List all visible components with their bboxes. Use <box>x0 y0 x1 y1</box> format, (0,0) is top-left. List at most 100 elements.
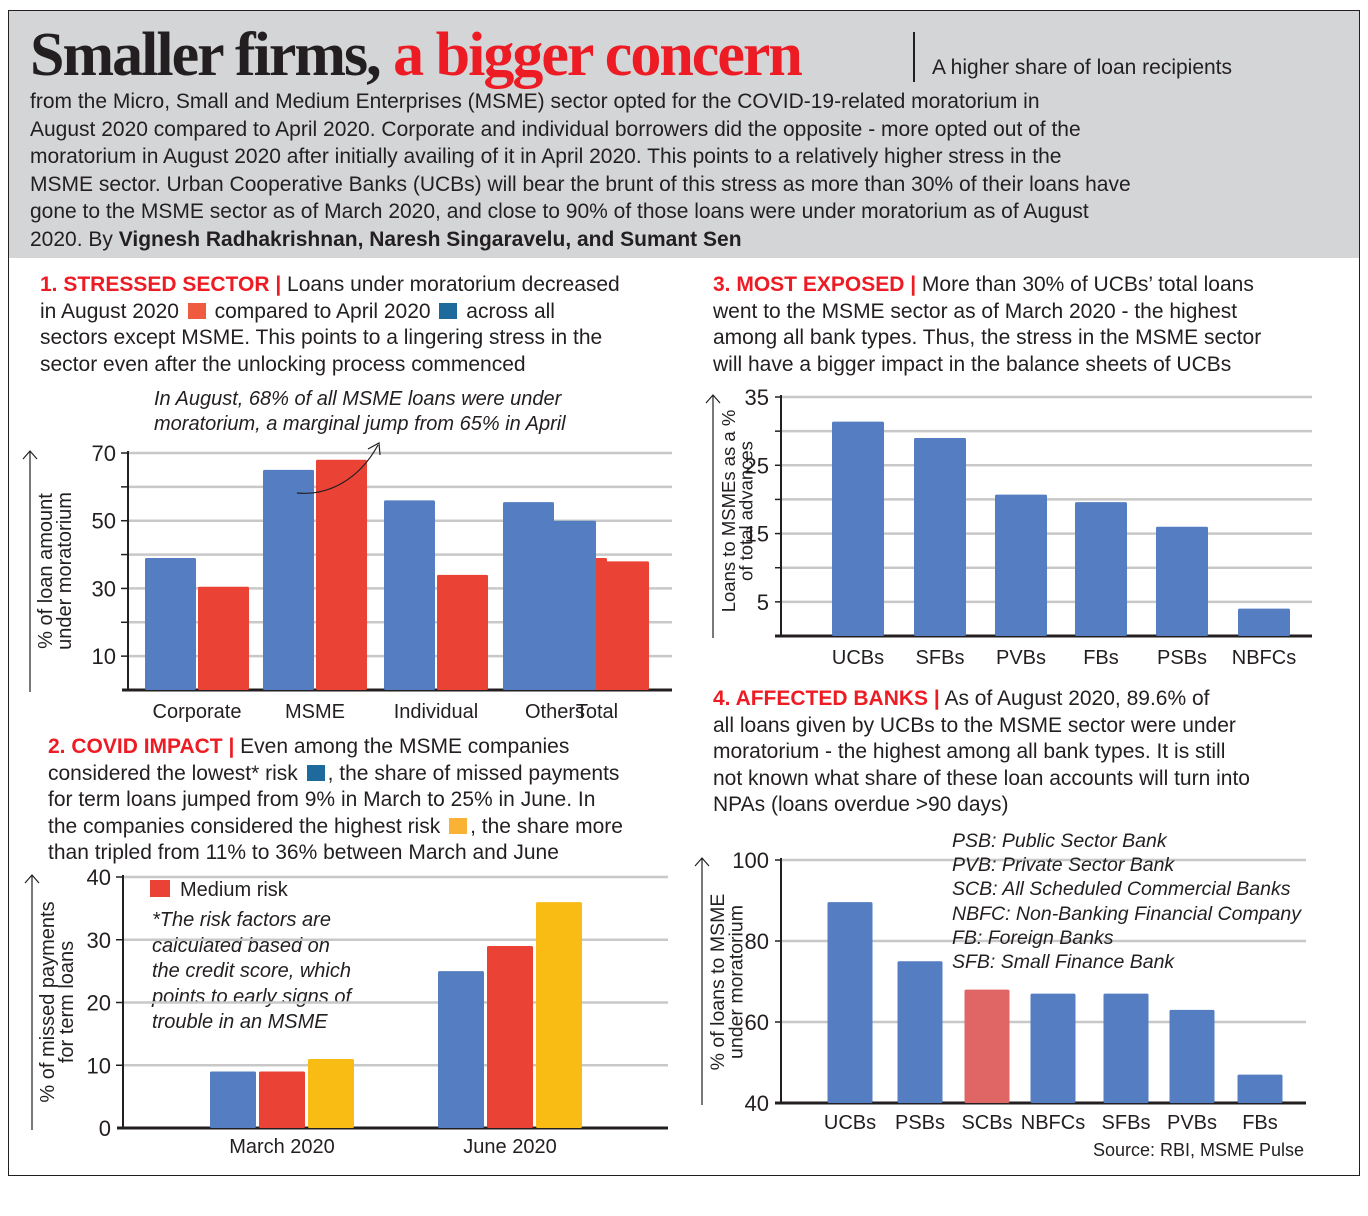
section2-text: , the share more <box>470 814 623 838</box>
intro-line: August 2020 compared to April 2020. Corp… <box>30 117 1081 141</box>
stressed-sector-y-axis-label: under moratorium <box>54 492 76 650</box>
most-exposed-bar-ucbs-loans-to-msmes-as-a-of-total-advances <box>832 421 884 636</box>
glossary-item: PVB: Private Sector Bank <box>952 854 1175 877</box>
stressed-sector-bar-others-april-2020 <box>503 502 554 690</box>
annotation-arrow-icon <box>296 444 379 494</box>
covid-impact-bar-june-2020-medium-risk <box>487 946 533 1128</box>
affected-banks-y-tick-label: 100 <box>732 848 769 873</box>
covid-impact-bar-june-2020-lowest-risk <box>438 971 484 1128</box>
section4-text: As of August 2020, 89.6% of <box>939 687 1210 710</box>
section4-text: all loans given by UCBs to the MSME sect… <box>713 713 1236 737</box>
affected-banks-bar-scbs--of-loans-to-msme-under-moratorium <box>964 989 1010 1103</box>
affected-banks-y-axis-label: under moratorium <box>726 905 748 1059</box>
section2-text: , the share of missed payments <box>327 761 620 785</box>
intro-text: from the Micro, Small and Medium Enterpr… <box>30 88 1340 253</box>
covid-impact-bar-june-2020-highest-risk <box>536 902 582 1128</box>
stressed-sector-bar-msme-april-2020 <box>263 469 314 690</box>
section4-text: not known what share of these loan accou… <box>713 766 1250 790</box>
byline-authors: Vignesh Radhakrishnan, Naresh Singaravel… <box>118 227 742 251</box>
most-exposed-y-tick-label: 35 <box>745 385 769 410</box>
most-exposed-bar-psbs-loans-to-msmes-as-a-of-total-advances <box>1156 526 1208 636</box>
glossary-item: SCB: All Scheduled Commercial Banks <box>952 878 1291 901</box>
annotation-line: In August, 68% of all MSME loans were un… <box>154 388 562 410</box>
affected-banks-bar-psbs--of-loans-to-msme-under-moratorium <box>897 961 943 1103</box>
section1-heading: 1. STRESSED SECTOR | Loans under morator… <box>40 272 620 378</box>
most-exposed-y-arrowhead-icon <box>705 394 721 404</box>
section3-text: went to the MSME sector as of March 2020… <box>713 299 1238 323</box>
legend-swatch-august <box>187 302 206 319</box>
stressed-sector-y-tick-label: 70 <box>92 441 116 466</box>
most-exposed-x-tick-label: NBFCs <box>1232 647 1296 669</box>
section2-text: considered the lowest* risk <box>48 761 304 785</box>
title-divider <box>913 32 915 82</box>
covid-impact-y-tick-label: 30 <box>87 928 111 953</box>
affected-banks-bar-sfbs--of-loans-to-msme-under-moratorium <box>1103 993 1149 1103</box>
covid-impact-y-axis-label: % of missed payments <box>37 901 59 1102</box>
affected-banks-x-tick-label: SCBs <box>961 1112 1012 1134</box>
title-black: Smaller firms, <box>30 21 382 89</box>
section2-text: Even among the MSME companies <box>234 735 570 758</box>
section3-heading: 3. MOST EXPOSED | More than 30% of UCBs’… <box>713 272 1261 378</box>
covid-impact-y-tick-label: 0 <box>99 1116 111 1141</box>
stressed-sector-bar-corporate-april-2020 <box>145 557 196 690</box>
footnote-line: *The risk factors are <box>152 909 331 931</box>
affected-banks-bar-pvbs--of-loans-to-msme-under-moratorium <box>1169 1009 1215 1103</box>
section1-text: compared to April 2020 <box>208 299 437 323</box>
intro-line: gone to the MSME sector as of March 2020… <box>30 200 1089 223</box>
section3-text: among all bank types. Thus, the stress i… <box>713 326 1262 349</box>
section1-text: in August 2020 <box>40 299 185 323</box>
most-exposed-y-tick-label: 5 <box>757 590 769 615</box>
most-exposed-y-axis-label: Loans to MSMEs as a % <box>718 410 739 613</box>
stressed-sector-bar-individual-august-2020 <box>437 574 488 690</box>
intro-line: moratorium in August 2020 after initiall… <box>30 145 1062 168</box>
stressed-sector-x-tick-label: Individual <box>394 701 479 723</box>
affected-banks-y-arrowhead-icon <box>694 857 710 867</box>
byline-prefix: 2020. By <box>30 227 119 251</box>
byline: 2020. By Vignesh Radhakrishnan, Naresh S… <box>30 226 1340 254</box>
section2-text: than tripled from 11% to 36% between Mar… <box>48 841 559 864</box>
stressed-sector-x-tick-label: Others <box>525 701 585 723</box>
covid-impact-x-tick-label: March 2020 <box>229 1136 335 1158</box>
stressed-sector-x-tick-label: Corporate <box>153 701 242 723</box>
stressed-sector-y-arrowhead-icon <box>22 450 38 460</box>
most-exposed-x-tick-label: PVBs <box>996 647 1046 669</box>
most-exposed-y-tick-label: 25 <box>745 453 769 478</box>
section1-text: sector even after the unlocking process … <box>40 352 526 376</box>
stressed-sector-bar-total-august-2020 <box>598 561 649 690</box>
footnote-line: the credit score, which <box>152 960 351 982</box>
covid-impact-y-tick-label: 10 <box>87 1053 111 1078</box>
covid-impact-x-tick-label: June 2020 <box>463 1136 556 1158</box>
most-exposed-y-tick-label: 15 <box>745 522 769 547</box>
most-exposed-x-tick-label: FBs <box>1083 647 1119 669</box>
section2-label: 2. COVID IMPACT | <box>48 735 235 758</box>
header-panel <box>9 11 1359 258</box>
most-exposed-bar-nbfcs-loans-to-msmes-as-a-of-total-advances <box>1238 608 1290 636</box>
affected-banks-x-tick-label: FBs <box>1242 1112 1278 1134</box>
affected-banks-y-tick-label: 80 <box>745 929 769 954</box>
section2-text: the companies considered the highest ris… <box>48 814 447 838</box>
source-note: Source: RBI, MSME Pulse <box>1093 1140 1305 1160</box>
intro-line: MSME sector. Urban Cooperative Banks (UC… <box>30 172 1131 196</box>
most-exposed-x-tick-label: UCBs <box>832 647 884 669</box>
legend-swatch-highest-risk <box>449 817 468 834</box>
legend-swatch-lowest-risk <box>306 764 325 781</box>
legend-medium-risk-swatch <box>150 880 170 897</box>
page-title: Smaller firms, a bigger concern <box>30 21 803 89</box>
most-exposed-bar-fbs-loans-to-msmes-as-a-of-total-advances <box>1075 502 1127 636</box>
bank-glossary: PSB: Public Sector Bank PVB: Private Sec… <box>952 829 1301 974</box>
glossary-item: SFB: Small Finance Bank <box>952 951 1175 974</box>
affected-banks-bar-nbfcs--of-loans-to-msme-under-moratorium <box>1030 993 1076 1103</box>
affected-banks-x-tick-label: UCBs <box>824 1112 876 1134</box>
affected-banks-bar-fbs--of-loans-to-msme-under-moratorium <box>1237 1074 1283 1103</box>
affected-banks-x-tick-label: SFBs <box>1102 1112 1151 1134</box>
stressed-sector-y-axis-label: % of loan amount <box>35 493 57 649</box>
most-exposed-x-tick-label: SFBs <box>916 647 965 669</box>
legend-swatch-april <box>439 302 458 319</box>
most-exposed-bar-pvbs-loans-to-msmes-as-a-of-total-advances <box>995 494 1047 636</box>
intro-first-line: A higher share of loan recipients <box>932 56 1233 79</box>
section4-text: moratorium - the highest among all bank … <box>713 740 1226 763</box>
annotation-line: moratorium, a marginal jump from 65% in … <box>154 413 566 435</box>
stressed-sector-bar-individual-april-2020 <box>384 500 435 690</box>
title-red: a bigger concern <box>379 21 803 89</box>
